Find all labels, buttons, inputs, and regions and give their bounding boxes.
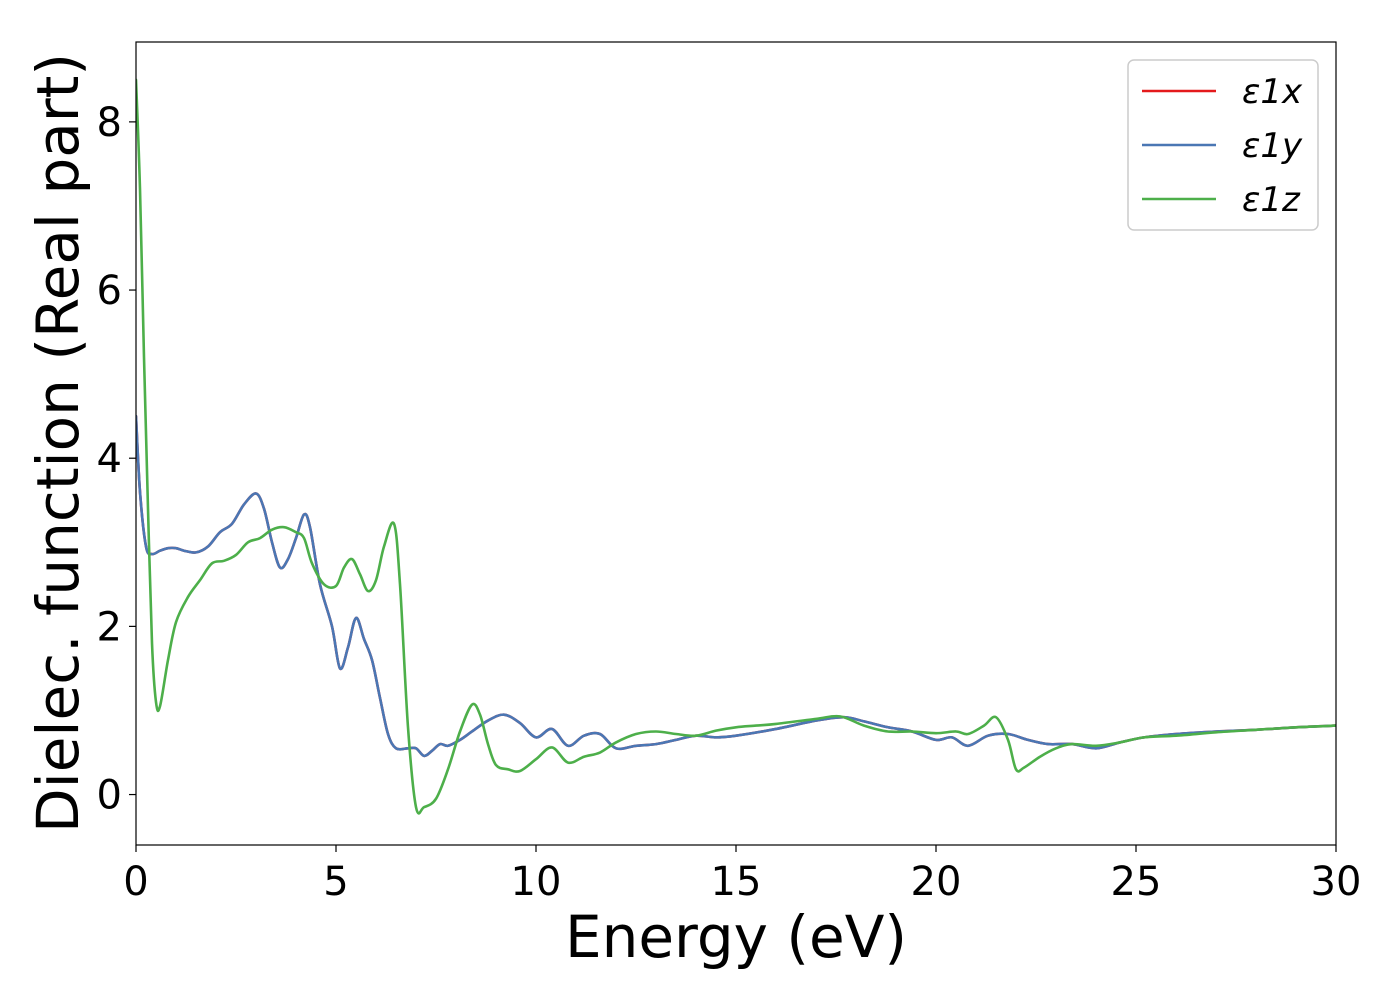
x-tick-label: 20 <box>911 859 962 905</box>
y-tick-label: 4 <box>97 436 122 482</box>
legend: ε1x ε1y ε1z <box>1127 59 1319 231</box>
legend-label-1: ε1x <box>1242 72 1303 112</box>
legend-box <box>1127 59 1319 231</box>
x-tick-label: 10 <box>511 859 562 905</box>
x-tick-label: 15 <box>711 859 762 905</box>
legend-label-2: ε1y <box>1242 126 1303 166</box>
y-axis-title: Dielec. function (Real part) <box>24 53 92 833</box>
series-line-3 <box>136 78 1336 815</box>
x-tick-label: 25 <box>1111 859 1162 905</box>
x-tick-label: 30 <box>1311 859 1362 905</box>
legend-label-3: ε1z <box>1242 180 1301 220</box>
y-axis: 0 2 4 6 8 <box>97 100 136 819</box>
x-axis: 0 5 10 15 20 25 30 <box>123 845 1361 905</box>
series-layer <box>136 78 1336 815</box>
y-tick-label: 6 <box>97 268 122 314</box>
y-tick-label: 0 <box>97 773 122 819</box>
x-tick-label: 0 <box>123 859 148 905</box>
y-tick-label: 8 <box>97 100 122 146</box>
x-axis-title: Energy (eV) <box>565 903 907 971</box>
x-tick-label: 5 <box>323 859 348 905</box>
y-tick-label: 2 <box>97 604 122 650</box>
series-line-2 <box>136 414 1336 758</box>
